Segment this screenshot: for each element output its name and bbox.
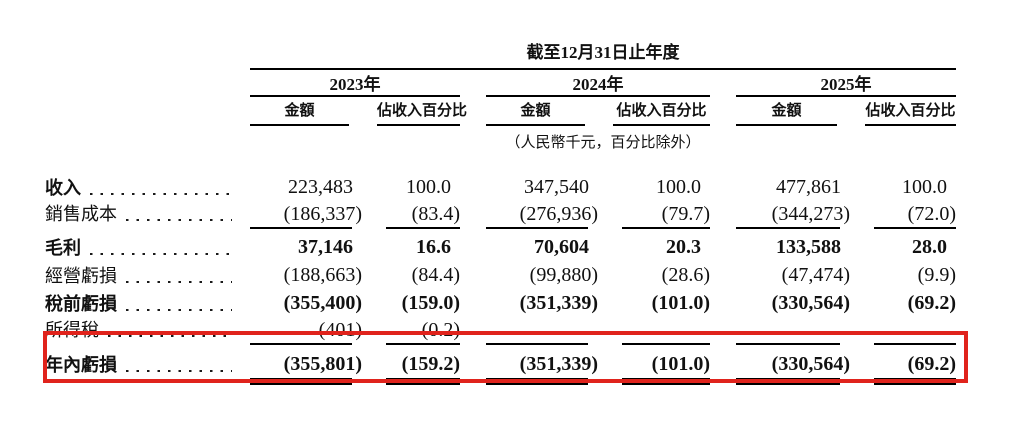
- percent-cell-2024: 20.3: [666, 236, 701, 258]
- amount-cell-2025: (344,273): [771, 202, 850, 225]
- totaling-rule: [45, 343, 956, 350]
- percent-header-2025: 佔收入百分比: [865, 99, 956, 126]
- year-header-2024: 2024年: [486, 70, 710, 97]
- percent-cell-2024: (79.7): [661, 202, 710, 225]
- percent-cell-2024: 100.0: [656, 175, 701, 198]
- amount-cell-2024: (276,936): [519, 202, 598, 225]
- percent-header-2023: 佔收入百分比: [377, 99, 467, 126]
- table-row-revenue: 收入 223,483 100.0 347,540 100.0 477,861 1…: [45, 173, 956, 201]
- percent-cell-2023: (0.2): [421, 318, 460, 341]
- period-title: 截至12月31日止年度: [250, 38, 956, 70]
- label-column-spacer: [45, 38, 250, 70]
- percent-cell-2025: (69.2): [907, 291, 956, 314]
- amount-cell-2023: (355,400): [283, 291, 362, 314]
- dot-leader: [126, 218, 232, 221]
- amount-cell-2023: (355,801): [283, 352, 362, 375]
- percent-cell-2024: (28.6): [661, 263, 710, 286]
- double-totaling-rule: [45, 378, 956, 387]
- dot-leader: [126, 280, 232, 283]
- row-label: 銷售成本: [45, 204, 117, 224]
- amount-cell-2024: (351,339): [519, 291, 598, 314]
- amount-cell-2025: (47,474): [781, 263, 850, 286]
- percent-cell-2025: (69.2): [907, 352, 956, 375]
- percent-cell-2025: 28.0: [912, 236, 947, 258]
- percent-cell-2023: (159.2): [401, 352, 460, 375]
- percent-cell-2023: 16.6: [416, 236, 451, 258]
- row-label: 收入: [45, 178, 81, 198]
- percent-cell-2025: 100.0: [902, 175, 947, 198]
- percent-cell-2023: (84.4): [411, 263, 460, 286]
- amount-cell-2025: (330,564): [771, 352, 850, 375]
- table-row-gross-profit: 毛利 37,146 16.6 70,604 20.3 133,588 28.0: [45, 234, 956, 261]
- row-label: 年內虧損: [45, 355, 117, 375]
- totaling-rule: [45, 227, 956, 234]
- table-row-income-tax: 所得稅 (401) (0.2) – – – –: [45, 317, 956, 343]
- percent-cell-2025: (9.9): [917, 263, 956, 286]
- percent-cell-2025: (72.0): [907, 202, 956, 225]
- amount-cell-2024: 347,540: [524, 175, 589, 198]
- amount-header-2023: 金額: [250, 99, 349, 126]
- percent-cell-2025: –: [937, 318, 947, 341]
- amount-cell-2025: –: [831, 318, 841, 341]
- dot-leader: [126, 369, 232, 372]
- amount-cell-2023: (188,663): [283, 263, 362, 286]
- row-label: 毛利: [45, 238, 81, 258]
- income-statement-table: 截至12月31日止年度 2023年 2024年 2025年 金額 佔收入百分比 …: [45, 38, 956, 387]
- amount-header-2024: 金額: [486, 99, 585, 126]
- amount-cell-2023: 223,483: [288, 175, 353, 198]
- amount-cell-2025: 133,588: [776, 236, 841, 258]
- amount-cell-2025: 477,861: [776, 175, 841, 198]
- dot-leader: [90, 192, 232, 195]
- percent-cell-2023: 100.0: [406, 175, 451, 198]
- percent-cell-2023: (83.4): [411, 202, 460, 225]
- percent-cell-2024: –: [691, 318, 701, 341]
- amount-cell-2024: –: [579, 318, 589, 341]
- amount-header-2025: 金額: [736, 99, 837, 126]
- table-row-loss-before-tax: 稅前虧損 (355,400) (159.0) (351,339) (101.0)…: [45, 289, 956, 317]
- amount-cell-2024: (351,339): [519, 352, 598, 375]
- amount-cell-2024: (99,880): [529, 263, 598, 286]
- amount-cell-2025: (330,564): [771, 291, 850, 314]
- year-header-2023: 2023年: [250, 70, 460, 97]
- percent-cell-2024: (101.0): [651, 291, 710, 314]
- currency-unit-note: （人民幣千元，百分比除外）: [505, 134, 701, 151]
- percent-cell-2023: (159.0): [401, 291, 460, 314]
- amount-cell-2023: 37,146: [298, 236, 353, 258]
- amount-cell-2023: (401): [318, 318, 362, 341]
- table-row-cost-of-sales: 銷售成本 (186,337) (83.4) (276,936) (79.7) (…: [45, 201, 956, 227]
- row-label: 稅前虧損: [45, 294, 117, 314]
- dot-leader: [90, 252, 232, 255]
- year-header-2025: 2025年: [736, 70, 956, 97]
- amount-cell-2023: (186,337): [283, 202, 362, 225]
- table-row-operating-loss: 經營虧損 (188,663) (84.4) (99,880) (28.6) (4…: [45, 261, 956, 289]
- amount-cell-2024: 70,604: [534, 236, 589, 258]
- row-label: 經營虧損: [45, 266, 117, 286]
- percent-cell-2024: (101.0): [651, 352, 710, 375]
- percent-header-2024: 佔收入百分比: [613, 99, 710, 126]
- row-label: 所得稅: [45, 320, 99, 340]
- table-row-loss-for-year: 年內虧損 (355,801) (159.2) (351,339) (101.0)…: [45, 350, 956, 378]
- dot-leader: [126, 308, 232, 311]
- dot-leader: [108, 334, 232, 337]
